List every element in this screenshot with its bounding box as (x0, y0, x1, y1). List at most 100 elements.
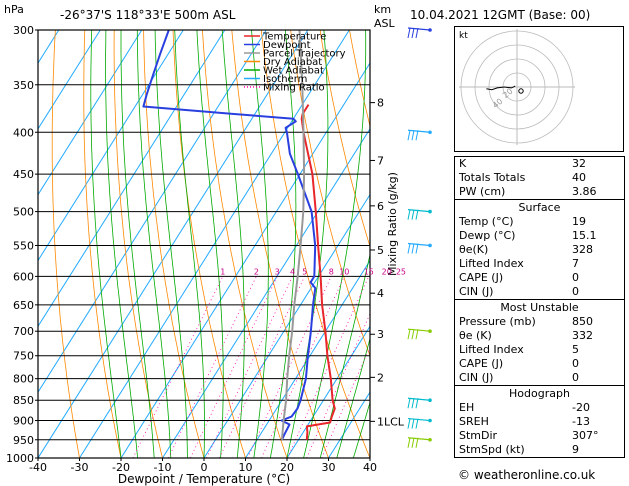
mixing-ratio-label: 4 (290, 267, 295, 276)
surface-section-title: Surface (455, 199, 624, 215)
km-tick-label: 7 (377, 154, 384, 167)
legend-label: Temperature (262, 32, 326, 43)
most-unstable-label: Lifted Index (459, 343, 524, 356)
index-label: K (459, 157, 467, 170)
mixing-ratio-axis-title: Mixing Ratio (g/kg) (386, 172, 399, 276)
wind-barb-flag (411, 437, 415, 448)
mixing-ratio-label: 20 (382, 267, 392, 276)
wind-barb-flag (415, 437, 419, 448)
most-unstable-value: 332 (572, 329, 593, 342)
wind-barb-flag (415, 398, 419, 409)
km-tick-label: 1LCL (377, 415, 405, 428)
surface-label: Lifted Index (459, 257, 524, 270)
pressure-tick-label: 400 (13, 126, 34, 139)
surface-value: 328 (572, 243, 593, 256)
indices-top-section: K 32 Totals Totals 40 PW (cm) 3.86 (455, 157, 624, 199)
isotherm-line (203, 193, 370, 458)
pressure-tick-label: 800 (13, 373, 34, 386)
pressure-tick-label: 300 (13, 24, 34, 37)
wind-barb-flag (411, 418, 415, 429)
hodograph-index-label: EH (459, 401, 475, 414)
wind-barb-shaft (407, 437, 431, 441)
index-value: 32 (572, 157, 586, 170)
most-unstable-row: CIN (J) 0 (455, 371, 624, 385)
wind-barb-flag (411, 130, 415, 141)
legend-label: Wet Adiabat (263, 66, 324, 77)
mixing-ratio-label: 8 (329, 267, 334, 276)
pressure-tick-label: 900 (13, 415, 34, 428)
hodograph-index-label: StmSpd (kt) (459, 443, 525, 456)
wind-barb-flag (411, 27, 415, 39)
most-unstable-section: Pressure (mb) 850 θe (K) 332 Lifted Index 5 CA… (455, 315, 624, 385)
isotherm-line (38, 30, 143, 196)
surface-label: Dewp (°C) (459, 229, 516, 242)
copyright-footer: © weatheronline.co.uk (458, 468, 596, 482)
index-label: PW (cm) (459, 185, 506, 198)
km-tick-label: 6 (377, 200, 384, 213)
hodograph-index-label: SREH (459, 415, 489, 428)
hodograph-section-title: Hodograph (455, 385, 624, 401)
pressure-tick-label: 350 (13, 79, 34, 92)
hodograph-trace (486, 85, 516, 91)
index-row: PW (cm) 3.86 (455, 185, 624, 199)
dry-adiabat (231, 30, 329, 458)
surface-row: CAPE (J) 0 (455, 271, 624, 285)
wind-barb-shaft (407, 27, 431, 31)
mixing-ratio-label: 1 (220, 267, 225, 276)
wind-barb-dot (428, 437, 432, 442)
isotherm-line (162, 127, 370, 458)
x-axis-title: Dewpoint / Temperature (°C) (118, 472, 290, 486)
most-unstable-value: 0 (572, 357, 579, 370)
wet-adiabat (251, 30, 269, 458)
legend-label: Parcel Trajectory (263, 49, 346, 60)
most-unstable-row: θe (K) 332 (455, 329, 624, 343)
wet-adiabat (336, 337, 370, 458)
wind-barb-dot (428, 243, 432, 248)
temperature-tick-label: 0 (201, 461, 208, 474)
most-unstable-value: 5 (572, 343, 579, 356)
wind-barb-flag (407, 437, 411, 448)
wind-barb-flag (407, 27, 411, 39)
hodograph-section: EH -20 SREH -13 StmDir 307° StmSpd (kt) 9 (455, 401, 624, 457)
wind-barb-flag (411, 398, 415, 409)
isotherm-line (79, 30, 350, 458)
pressure-tick-label: 550 (13, 239, 34, 252)
surface-label: CAPE (J) (459, 271, 504, 284)
dewpoint-line (142, 30, 317, 441)
wind-barb-flag (415, 27, 419, 39)
hodograph-index-row: StmSpd (kt) 9 (455, 443, 624, 457)
wind-barb-dot (428, 28, 432, 32)
hpa-axis-label: hPa (4, 3, 24, 16)
most-unstable-row: Pressure (mb) 850 (455, 315, 624, 329)
surface-value: 15.1 (572, 229, 597, 242)
hodograph-index-value: 9 (572, 443, 579, 456)
parcel-trajectory-line (280, 30, 306, 440)
km-tick-label: 4 (377, 287, 384, 300)
mixing-ratio-label: 10 (339, 267, 349, 276)
wind-barb-flag (411, 329, 415, 340)
plot-area (38, 30, 370, 458)
hodograph-index-label: StmDir (459, 429, 498, 442)
surface-value: 7 (572, 257, 579, 270)
hodograph-unit-label: kt (459, 31, 468, 41)
location-title: -26°37'S 118°33'E 500m ASL (60, 8, 236, 22)
index-value: 3.86 (572, 185, 597, 198)
mixing-ratio-label: 5 (302, 267, 307, 276)
isotherm-line (245, 259, 370, 458)
index-row: Totals Totals 40 (455, 171, 624, 185)
pressure-tick-label: 600 (13, 270, 34, 283)
most-unstable-section-title: Most Unstable (455, 299, 624, 315)
legend-label: Dry Adiabat (263, 57, 322, 68)
temperature-tick-label: 40 (363, 461, 377, 474)
isotherm-line (38, 30, 101, 130)
wind-barb-flag (407, 418, 411, 429)
temperature-tick-label: 30 (322, 461, 336, 474)
pressure-tick-label: 1000 (6, 452, 34, 465)
mixing-ratio-label: 25 (396, 267, 406, 276)
pressure-tick-label: 950 (13, 434, 34, 447)
pressure-tick-label: 700 (13, 325, 34, 338)
wind-barb-flag (407, 398, 411, 409)
wet-adiabat (174, 30, 205, 458)
wind-barb-dot (428, 329, 432, 334)
